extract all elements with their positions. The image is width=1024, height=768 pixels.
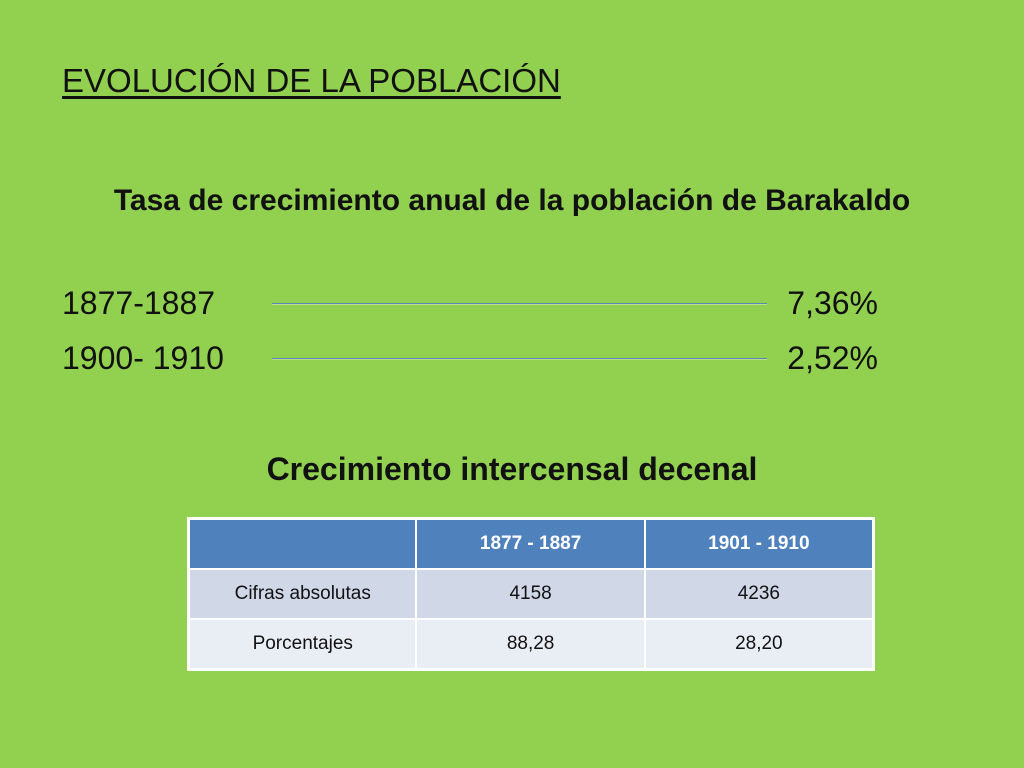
slide-title: EVOLUCIÓN DE LA POBLACIÓN — [62, 62, 561, 99]
table-row: Cifras absolutas 4158 4236 — [187, 568, 875, 620]
table-cell: 4236 — [643, 568, 875, 620]
rate-heading: Tasa de crecimiento anual de la població… — [113, 184, 911, 217]
table-header-cell: 1901 - 1910 — [643, 518, 875, 570]
rate-period: 1877-1887 — [62, 284, 216, 321]
table-heading: Crecimiento intercensal decenal — [266, 451, 758, 487]
rate-row: 1900- 1910 2,52% — [62, 338, 878, 378]
census-table: 1877 - 1887 1901 - 1910 Cifras absolutas… — [187, 518, 875, 670]
connector-line — [272, 302, 768, 304]
table-row: Porcentajes 88,28 28,20 — [187, 618, 875, 670]
table-header-cell — [187, 518, 418, 570]
table-cell: Porcentajes — [187, 618, 418, 670]
table-cell: 28,20 — [643, 618, 875, 670]
table-header-row: 1877 - 1887 1901 - 1910 — [187, 518, 875, 570]
table-header-cell: 1877 - 1887 — [415, 518, 646, 570]
connector-line — [272, 357, 768, 359]
table-cell: Cifras absolutas — [187, 568, 418, 620]
table-cell: 88,28 — [415, 618, 646, 670]
rate-row: 1877-1887 7,36% — [62, 283, 878, 323]
rate-value: 7,36% — [787, 284, 878, 321]
table-cell: 4158 — [415, 568, 646, 620]
rate-value: 2,52% — [787, 339, 878, 376]
rate-period: 1900- 1910 — [62, 339, 224, 376]
